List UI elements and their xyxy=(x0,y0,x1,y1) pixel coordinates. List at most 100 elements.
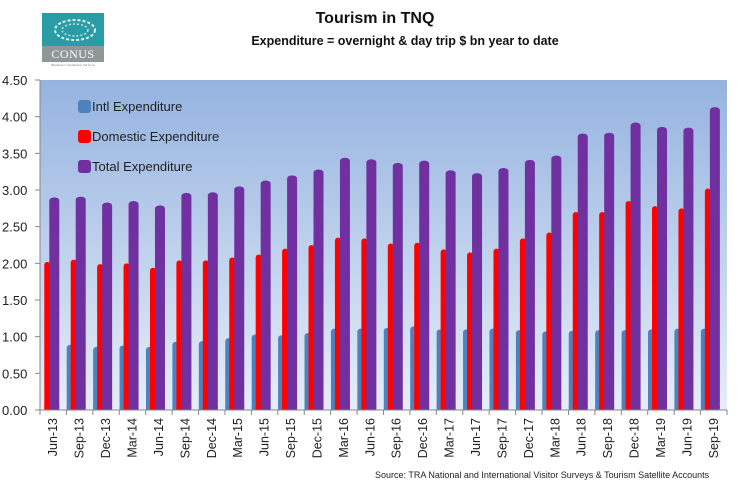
bar-base xyxy=(445,406,456,410)
bar-total-expenditure-sep-15 xyxy=(287,175,298,410)
bar-base xyxy=(392,406,403,410)
bar-base xyxy=(515,406,523,410)
bar-total-expenditure-sep-17 xyxy=(498,168,509,410)
bar-base xyxy=(657,406,668,410)
y-tick-label: 3.00 xyxy=(2,183,27,198)
x-tick-label: Jun-16 xyxy=(363,418,377,456)
bar-total-expenditure-jun-15 xyxy=(260,180,271,410)
bar-base xyxy=(287,406,298,410)
bar-base xyxy=(604,406,615,410)
bar-base xyxy=(410,406,418,410)
bar-base xyxy=(304,406,312,410)
x-tick-label: Jun-14 xyxy=(152,418,166,456)
chart-subtitle: Expenditure = overnight & day trip $ bn … xyxy=(251,34,559,48)
bar-domestic-expenditure-dec-13 xyxy=(97,264,104,410)
bar-base xyxy=(202,406,209,410)
bar-domestic-expenditure-sep-19 xyxy=(704,188,711,410)
bar-base xyxy=(207,406,218,410)
bar-base xyxy=(489,406,497,410)
legend-swatch xyxy=(78,160,91,173)
bar-domestic-expenditure-dec-15 xyxy=(308,245,315,410)
bar-base xyxy=(519,406,526,410)
chart-title: Tourism in TNQ xyxy=(315,10,435,27)
bar-base xyxy=(66,406,74,410)
bar-base xyxy=(225,406,233,410)
y-tick-label: 2.00 xyxy=(2,256,27,271)
x-tick-label: Dec-16 xyxy=(416,418,430,458)
x-tick-label: Sep-13 xyxy=(73,418,87,458)
bar-base xyxy=(357,406,365,410)
x-tick-label: Sep-16 xyxy=(390,418,404,458)
bar-domestic-expenditure-jun-13 xyxy=(44,261,51,410)
bar-base xyxy=(181,406,192,410)
bar-total-expenditure-jun-14 xyxy=(154,205,165,410)
logo-wordmark: CONUS xyxy=(42,46,104,62)
bar-base xyxy=(149,406,156,410)
bar-base xyxy=(625,406,632,410)
bar-base xyxy=(229,406,236,410)
bar-total-expenditure-dec-15 xyxy=(313,169,324,410)
x-tick-label: Mar-19 xyxy=(654,418,668,458)
bar-base xyxy=(102,406,113,410)
legend: Intl Expenditure Domestic Expenditure Tota… xyxy=(78,99,219,174)
bar-base xyxy=(683,406,694,410)
bar-base xyxy=(472,406,483,410)
y-tick-label: 1.00 xyxy=(2,330,27,345)
bar-base xyxy=(93,406,101,410)
bar-total-expenditure-dec-16 xyxy=(419,160,430,410)
bar-base xyxy=(145,406,153,410)
bar-base xyxy=(546,406,553,410)
bar-total-expenditure-jun-16 xyxy=(366,159,377,410)
x-tick-label: Jun-17 xyxy=(469,418,483,456)
bar-total-expenditure-jun-17 xyxy=(472,173,483,410)
bar-domestic-expenditure-mar-17 xyxy=(440,249,447,410)
bar-base xyxy=(440,406,447,410)
bar-domestic-expenditure-jun-14 xyxy=(149,267,156,410)
bar-base xyxy=(648,406,656,410)
bar-domestic-expenditure-mar-15 xyxy=(229,257,236,410)
x-tick-label: Mar-14 xyxy=(125,418,139,458)
legend-label: Intl Expenditure xyxy=(92,99,182,114)
bar-base xyxy=(361,406,368,410)
bar-base xyxy=(621,406,629,410)
x-tick-label: Sep-19 xyxy=(707,418,721,458)
bar-domestic-expenditure-dec-14 xyxy=(202,260,209,410)
bar-total-expenditure-dec-18 xyxy=(630,122,641,411)
bar-base xyxy=(542,406,550,410)
bar-base xyxy=(119,406,127,410)
bar-base xyxy=(436,406,444,410)
bar-base xyxy=(572,406,579,410)
bar-base xyxy=(154,406,165,410)
logo-swirl-icon xyxy=(42,13,104,46)
x-tick-label: Sep-14 xyxy=(178,418,192,458)
bar-total-expenditure-sep-16 xyxy=(392,162,403,410)
bar-total-expenditure-mar-16 xyxy=(339,157,350,410)
bar-base xyxy=(599,406,606,410)
bar-base xyxy=(176,406,183,410)
x-tick-label: Mar-17 xyxy=(443,418,457,458)
bar-base xyxy=(366,406,377,410)
bar-domestic-expenditure-jun-19 xyxy=(678,208,685,410)
bar-domestic-expenditure-mar-16 xyxy=(334,237,341,410)
bar-base xyxy=(339,406,350,410)
bar-domestic-expenditure-mar-18 xyxy=(546,232,553,410)
bar-domestic-expenditure-jun-15 xyxy=(255,254,262,410)
bar-domestic-expenditure-mar-19 xyxy=(652,206,659,410)
bar-base xyxy=(44,406,51,410)
bar-domestic-expenditure-sep-13 xyxy=(70,259,77,410)
bar-base xyxy=(330,406,338,410)
x-tick-label: Jun-19 xyxy=(680,418,694,456)
legend-swatch xyxy=(78,130,91,143)
bar-total-expenditure-sep-18 xyxy=(604,132,615,411)
x-tick-label: Jun-18 xyxy=(575,418,589,456)
bar-domestic-expenditure-jun-17 xyxy=(467,252,474,410)
bar-base xyxy=(678,406,685,410)
bar-base xyxy=(700,406,708,410)
bar-base xyxy=(595,406,603,410)
bar-domestic-expenditure-sep-18 xyxy=(599,212,606,410)
bar-total-expenditure-sep-13 xyxy=(75,196,86,410)
bar-domestic-expenditure-dec-18 xyxy=(625,201,632,410)
bar-total-expenditure-dec-13 xyxy=(102,202,113,410)
x-tick-label: Sep-15 xyxy=(284,418,298,458)
bar-base xyxy=(75,406,86,410)
